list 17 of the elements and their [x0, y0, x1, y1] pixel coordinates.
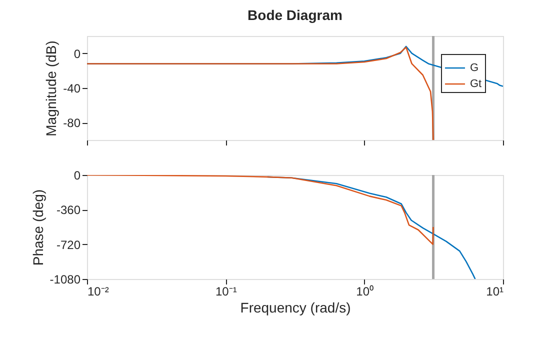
- x-axis-title: Frequency (rad/s): [240, 300, 351, 316]
- y-tick-label: -80: [63, 116, 81, 130]
- y-tick-label: -40: [63, 82, 81, 96]
- y-tick-label: -720: [56, 238, 81, 252]
- y-tick-label: 0: [74, 168, 81, 182]
- y-tick-label: 0: [74, 46, 81, 61]
- x-tick-label: 10⁻¹: [215, 284, 237, 298]
- legend-label: Gt: [470, 78, 482, 90]
- x-tick-label: 10¹: [486, 284, 504, 298]
- x-tick-label: 10⁰: [356, 284, 374, 298]
- y-axis-title: Magnitude (dB): [43, 40, 60, 136]
- x-tick-label: 10⁻²: [88, 284, 109, 298]
- y-tick-label: -1080: [50, 272, 81, 286]
- legend-label: G: [470, 62, 479, 74]
- y-axis-title: Phase (deg): [30, 189, 46, 266]
- y-tick-label: -360: [56, 203, 81, 218]
- chart-title: Bode Diagram: [248, 6, 342, 23]
